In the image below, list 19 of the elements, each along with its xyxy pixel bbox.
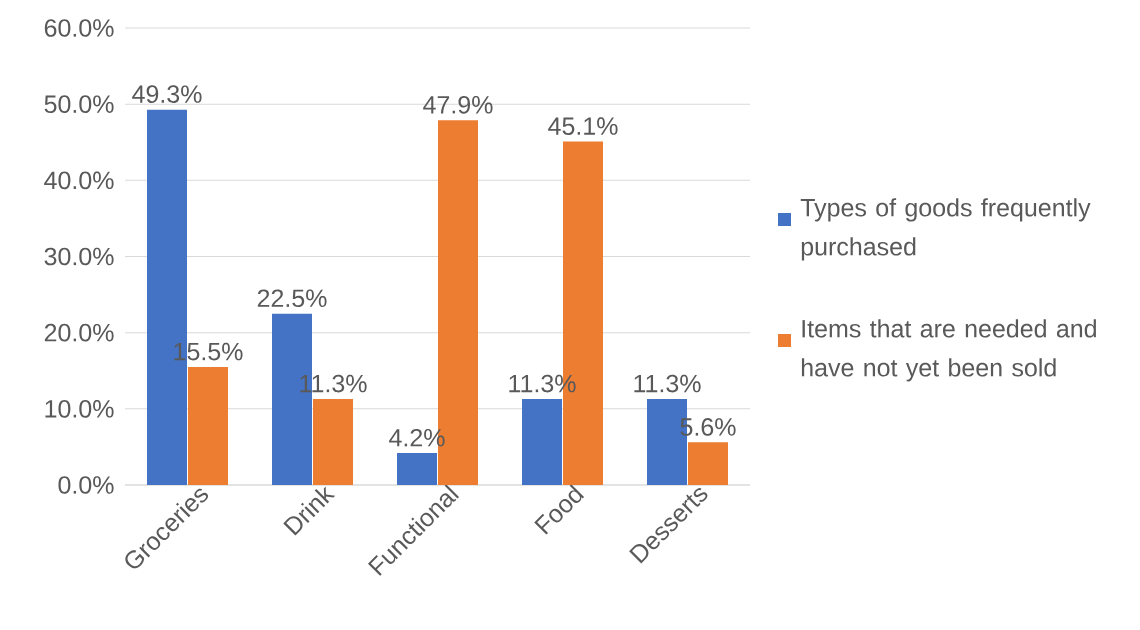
data-label: 11.3% [634,374,701,393]
data-label: 47.9% [423,95,493,114]
y-tick-label: 0.0% [58,476,114,494]
data-label: 49.3% [132,85,202,103]
y-tick-label: 10.0% [45,399,114,418]
y-tick-label: 60.0% [44,19,114,37]
data-label: 45.1% [548,117,618,135]
legend-label: Types of goods frequently purchased [800,198,1091,261]
y-tick-label: 20.0% [44,323,114,342]
y-tick-label: 50.0% [44,95,114,114]
y-tick-label: 30.0% [44,247,114,266]
bar [522,398,563,485]
data-label: 22.5% [257,289,327,308]
legend-label: Items that are needed and have not yet been sold [801,319,1096,382]
bar [188,366,229,485]
y-tick-label: 40.0% [44,171,114,190]
bar [313,398,353,485]
bar [397,453,438,485]
bar [688,442,729,485]
